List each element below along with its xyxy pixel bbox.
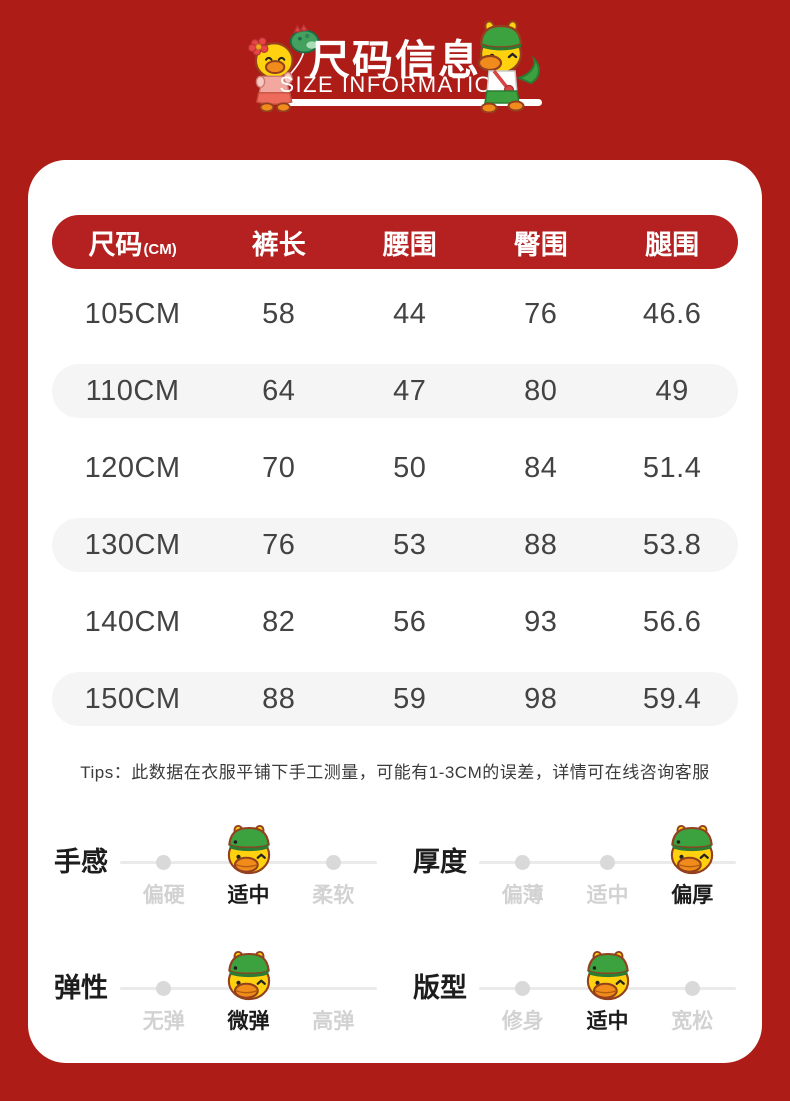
scale-option-label: 偏厚: [671, 884, 714, 907]
size-cell: 70: [262, 451, 296, 484]
scale-option-label: 适中: [227, 884, 270, 907]
size-cell: 59.4: [642, 682, 702, 715]
scale-dot-icon: [515, 855, 531, 870]
attribute-scale: 偏薄 适中 偏厚: [479, 811, 736, 907]
size-cell: 64: [262, 374, 296, 407]
size-cell: 130CM: [84, 528, 181, 561]
column-header: 腿围: [645, 229, 700, 260]
size-cell: 76: [524, 297, 558, 330]
tips-text: Tips：此数据在衣服平铺下手工测量，可能有1-3CM的误差，详情可在线咨询客服: [80, 763, 710, 782]
size-cell: 150CM: [84, 682, 181, 715]
size-table-header: 尺码 (CM) 裤长 腰围 臀围 腿围: [52, 215, 738, 269]
scale-dot-icon: [325, 855, 341, 870]
attribute-label: 厚度: [413, 846, 467, 877]
size-cell: 82: [262, 605, 296, 638]
size-row: 105CM 58 44 76 46.6: [52, 287, 738, 341]
size-cell: 56.6: [642, 605, 702, 638]
attribute-label: 手感: [54, 846, 108, 877]
size-row: 150CM 88 59 98 59.4: [52, 672, 738, 726]
scale-option-label: 微弹: [227, 1010, 270, 1033]
scale-dot-icon: [515, 981, 531, 996]
scale-option-label: 修身: [501, 1010, 544, 1033]
size-cell: 58: [262, 297, 296, 330]
scale-option-label: 适中: [586, 884, 629, 907]
size-row: 110CM 64 47 80 49: [52, 364, 738, 418]
scale-dot-icon: [156, 855, 172, 870]
scale-dot-icon: [684, 981, 700, 996]
size-table: 尺码 (CM) 裤长 腰围 臀围 腿围 105CM 58 44 76 46.6 110CM 64 47 8…: [52, 215, 738, 726]
page-title: 尺码信息: [309, 37, 481, 83]
scale-dot-icon: [600, 855, 615, 870]
scale-option-label: 高弹: [312, 1010, 355, 1033]
size-cell: 44: [393, 297, 427, 330]
size-cell: 80: [524, 374, 558, 407]
scale-option-label: 宽松: [671, 1010, 714, 1033]
duck-head-icon: [671, 825, 714, 875]
size-cell: 53: [393, 528, 427, 561]
duck-head-icon: [227, 825, 270, 875]
attributes-grid: 手感 偏硬 适中 柔软 厚度 偏薄 适中 偏厚 弹性 无弹 微弹 高弹 版型 修身: [54, 811, 736, 1033]
scale-option-label: 柔软: [312, 884, 355, 907]
hero-header: 尺码信息 SIZE INFORMATION: [0, 0, 790, 132]
size-cell: 49: [655, 374, 689, 407]
size-cell: 140CM: [84, 605, 181, 638]
size-row: 140CM 82 56 93 56.6: [52, 595, 738, 649]
size-card: 尺码 (CM) 裤长 腰围 臀围 腿围 105CM 58 44 76 46.6 110CM 64 47 8…: [28, 160, 762, 1063]
duck-with-flower-holding-dino-balloon-icon: [248, 24, 320, 112]
duck-head-icon: [227, 951, 270, 1001]
size-cell: 110CM: [85, 374, 180, 407]
size-cell: 98: [524, 682, 558, 715]
size-cell: 47: [393, 374, 427, 407]
size-cell: 50: [393, 451, 427, 484]
column-header: 裤长: [251, 229, 306, 260]
size-cell: 88: [262, 682, 296, 715]
attribute-scale: 修身 适中 宽松: [479, 937, 736, 1033]
attribute-row: 手感偏硬 适中 柔软: [54, 811, 377, 907]
size-cell: 76: [262, 528, 296, 561]
duck-in-dragon-costume-icon: [477, 20, 540, 113]
size-cell: 51.4: [642, 451, 702, 484]
column-header: 臀围: [513, 229, 568, 260]
size-cell: 56: [393, 605, 427, 638]
duck-head-icon: [586, 951, 629, 1001]
size-cell: 59: [393, 682, 427, 715]
attribute-row: 厚度偏薄 适中 偏厚: [413, 811, 736, 907]
title-underline: [278, 99, 542, 106]
size-cell: 105CM: [84, 297, 181, 330]
size-cell: 53.8: [642, 528, 702, 561]
size-row: 120CM 70 50 84 51.4: [52, 441, 738, 495]
attribute-scale: 偏硬 适中 柔软: [120, 811, 377, 907]
size-cell: 88: [524, 528, 558, 561]
attribute-row: 版型修身 适中 宽松: [413, 937, 736, 1033]
scale-dot-icon: [156, 981, 172, 996]
size-row: 130CM 76 53 88 53.8: [52, 518, 738, 572]
size-cell: 84: [524, 451, 558, 484]
size-cell: 46.6: [642, 297, 702, 330]
size-cell: 120CM: [84, 451, 181, 484]
scale-option-label: 偏薄: [501, 884, 544, 907]
attribute-label: 版型: [413, 972, 467, 1003]
attribute-row: 弹性无弹 微弹 高弹: [54, 937, 377, 1033]
attribute-label: 弹性: [54, 972, 108, 1003]
column-header: 尺码 (CM): [88, 229, 177, 260]
size-table-body: 105CM 58 44 76 46.6 110CM 64 47 80 49 120CM 70 50 84 5…: [52, 287, 738, 726]
page-subtitle: SIZE INFORMATION: [279, 72, 511, 97]
column-header: 腰围: [382, 229, 437, 260]
size-cell: 93: [524, 605, 558, 638]
scale-option-label: 偏硬: [142, 884, 185, 907]
scale-option-label: 无弹: [142, 1010, 185, 1033]
scale-option-label: 适中: [586, 1010, 629, 1033]
attribute-scale: 无弹 微弹 高弹: [120, 937, 377, 1033]
